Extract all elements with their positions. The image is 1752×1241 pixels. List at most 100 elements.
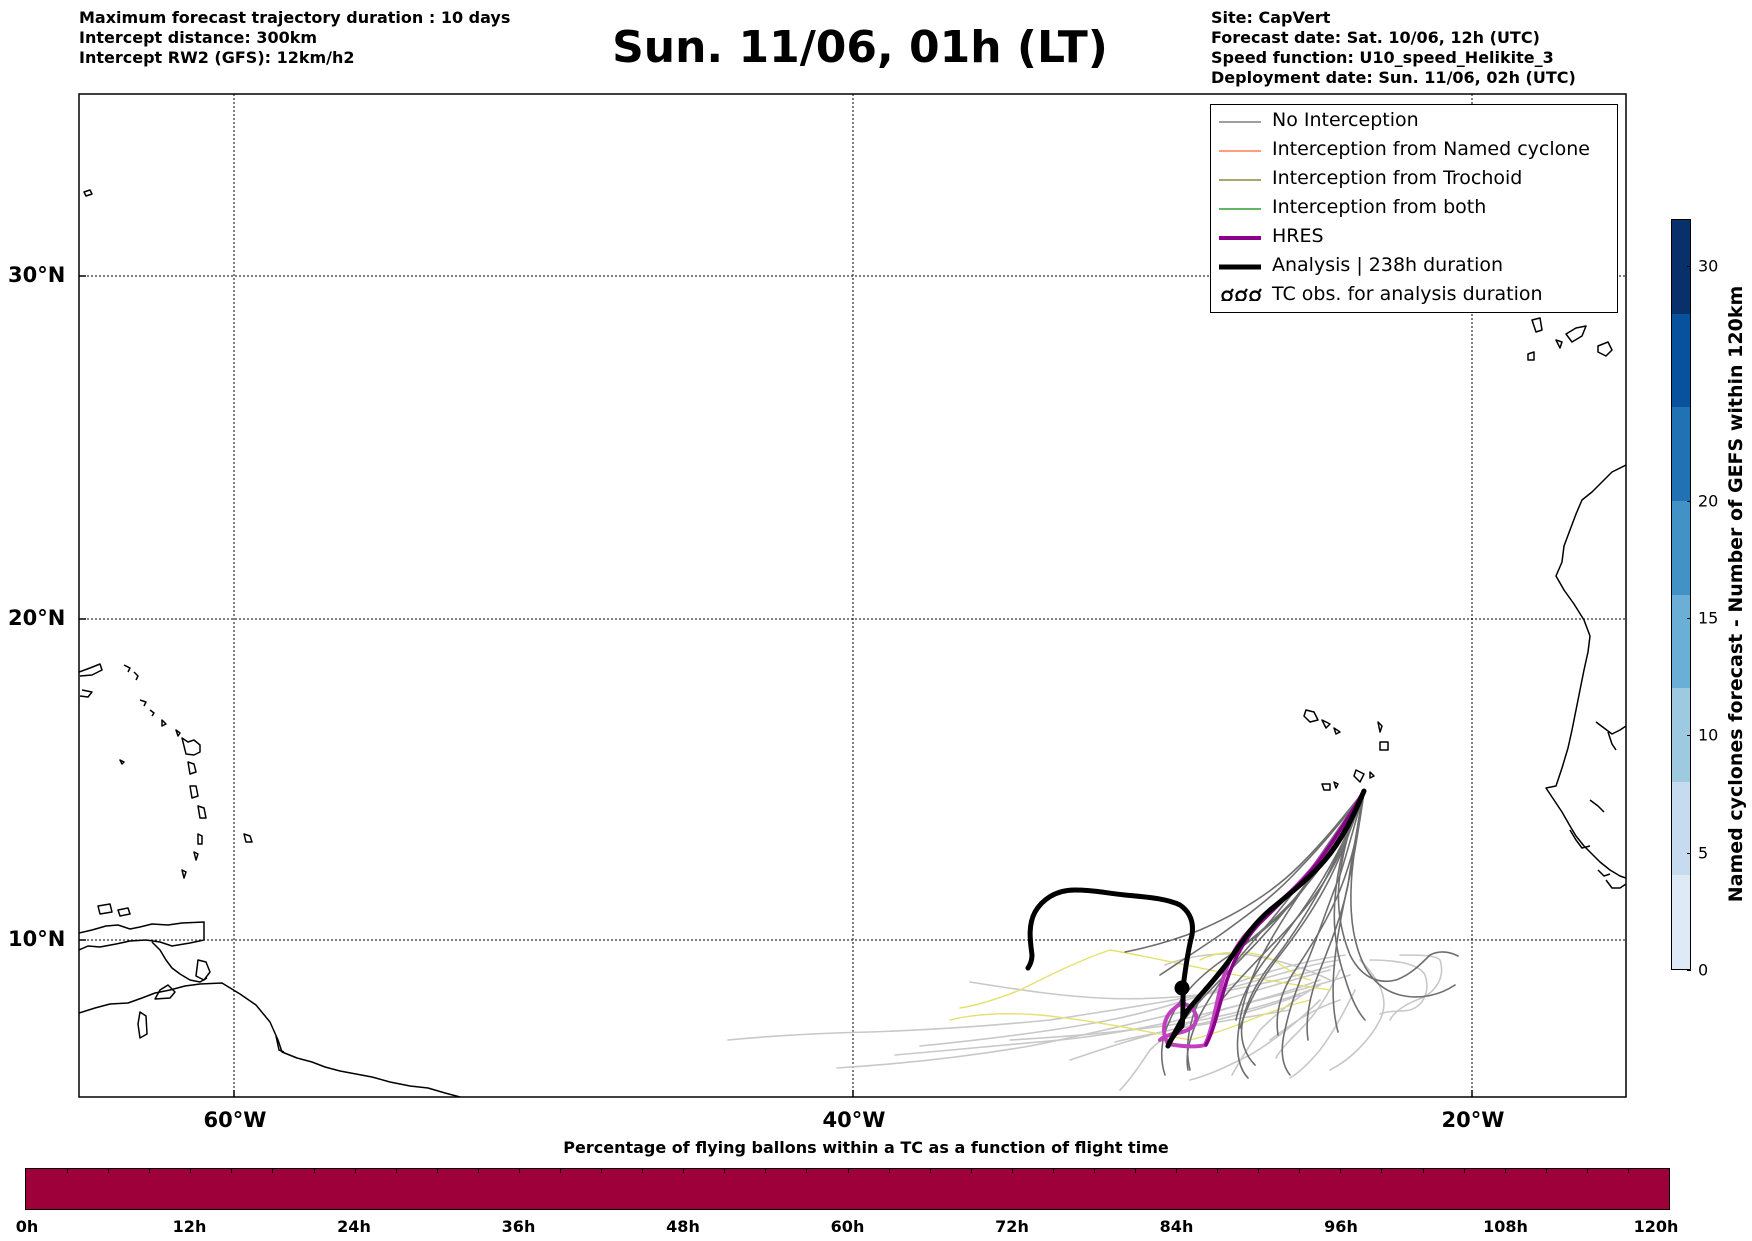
flight-time-tick-mark — [1052, 1169, 1054, 1173]
legend-item-trochoid: Interception from Trochoid — [1211, 165, 1617, 194]
coastline-south-america — [79, 982, 461, 1097]
flight-time-tick-label: 120h — [1633, 1217, 1679, 1236]
colorbar-tick-label: 5 — [1698, 843, 1709, 863]
flight-time-tick-mark — [477, 1169, 479, 1173]
colorbar-tick-label: 30 — [1698, 256, 1719, 276]
legend-item-tc-obs: TC obs. for analysis duration — [1211, 281, 1617, 310]
colorbar-segment — [1672, 407, 1690, 501]
colorbar-tick-label: 15 — [1698, 608, 1719, 628]
legend-item-hres: HRES — [1211, 223, 1617, 252]
legend-swatch-hres — [1219, 236, 1261, 240]
flight-time-tick-mark — [970, 1169, 972, 1173]
legend-item-analysis: Analysis | 238h duration — [1211, 252, 1617, 281]
coastline-lesser-antilles — [79, 189, 253, 879]
flight-time-tick-mark — [354, 1169, 356, 1173]
flight-time-tick-mark — [1176, 1169, 1178, 1173]
info-deployment-date: Deployment date: Sun. 11/06, 02h (UTC) — [1211, 68, 1576, 87]
flight-time-tick-mark — [888, 1169, 890, 1173]
flight-time-tick-label: 36h — [501, 1217, 536, 1236]
flight-time-tick-label: 96h — [1324, 1217, 1358, 1236]
flight-time-tick-mark — [847, 1169, 849, 1173]
coastline-africa — [1545, 464, 1626, 889]
page-title: Sun. 11/06, 01h (LT) — [612, 22, 1108, 73]
map-ticks — [79, 275, 1473, 1097]
flight-time-tick-mark — [1093, 1169, 1095, 1173]
flight-time-tick-mark — [67, 1169, 69, 1173]
cyclone-colorbar — [1671, 219, 1691, 970]
flight-time-tick-label: 84h — [1159, 1217, 1194, 1236]
flight-time-tick-label: 60h — [830, 1217, 865, 1236]
cyclone-colorbar-label: Named cyclones forecast - Number of GEFS… — [1725, 285, 1747, 903]
flight-time-tick-mark — [1586, 1169, 1588, 1173]
site-info: Site: CapVert Forecast date: Sat. 10/06,… — [1211, 8, 1576, 88]
tc-symbol-icon — [1221, 288, 1262, 301]
flight-time-tick-mark — [149, 1169, 151, 1173]
flight-time-tick-mark — [1381, 1169, 1383, 1173]
legend-label-hres: HRES — [1272, 225, 1324, 247]
colorbar-segment — [1672, 688, 1690, 782]
flight-time-tick-label: 24h — [337, 1217, 371, 1236]
trajectory-analysis — [1025, 788, 1367, 1049]
flight-time-tick-mark — [1422, 1169, 1424, 1173]
flight-time-tick-mark — [1504, 1169, 1506, 1173]
legend-label-both: Interception from both — [1272, 196, 1487, 218]
lon-label-20w: 20°W — [1441, 1108, 1505, 1132]
lon-label-40w: 40°W — [822, 1108, 886, 1132]
info-intercept-rw2: Intercept RW2 (GFS): 12km/h2 — [79, 48, 355, 67]
lat-label-20n: 20°N — [8, 606, 66, 630]
colorbar-tick-mark — [1687, 617, 1691, 619]
flight-time-tick-mark — [929, 1169, 931, 1173]
flight-time-tick-mark — [806, 1169, 808, 1173]
legend-label-named-cyclone: Interception from Named cyclone — [1272, 138, 1590, 160]
flight-time-tick-mark — [108, 1169, 110, 1173]
legend-swatch-trochoid — [1219, 179, 1261, 181]
flight-time-tick-mark — [1340, 1169, 1342, 1173]
flight-time-tick-mark — [1627, 1169, 1629, 1173]
coastline-venezuela-trinidad — [79, 903, 211, 983]
legend-swatch-both — [1219, 208, 1261, 210]
colorbar-segment — [1672, 500, 1690, 595]
colorbar-tick-label: 20 — [1698, 491, 1719, 511]
info-speed-function: Speed function: U10_speed_Helikite_3 — [1211, 48, 1554, 67]
flight-time-tick-mark — [1545, 1169, 1547, 1173]
flight-time-tick-mark — [1463, 1169, 1465, 1173]
flight-time-tick-mark — [765, 1169, 767, 1173]
legend-item-named-cyclone: Interception from Named cyclone — [1211, 136, 1617, 165]
flight-time-tick-label: 72h — [995, 1217, 1029, 1236]
info-site: Site: CapVert — [1211, 8, 1331, 27]
flight-time-tick-mark — [231, 1169, 233, 1173]
trajectory-hres-purple — [1204, 789, 1366, 1047]
legend-item-no-interception: No Interception — [1211, 107, 1617, 136]
flight-time-tick-mark — [1217, 1169, 1219, 1173]
flight-time-tick-mark — [313, 1169, 315, 1173]
info-intercept-distance: Intercept distance: 300km — [79, 28, 318, 47]
legend-item-both: Interception from both — [1211, 194, 1617, 223]
forecast-parameters: Maximum forecast trajectory duration : 1… — [79, 8, 510, 68]
colorbar-segment — [1672, 875, 1690, 969]
colorbar-tick-mark — [1687, 735, 1691, 737]
flight-time-tick-mark — [395, 1169, 397, 1173]
flight-time-tick-label: 12h — [172, 1217, 207, 1236]
colorbar-segment — [1672, 594, 1690, 689]
colorbar-segment — [1672, 781, 1690, 876]
flight-time-tick-mark — [436, 1169, 438, 1173]
legend-swatch-named-cyclone — [1219, 150, 1261, 152]
legend-swatch-analysis — [1219, 264, 1261, 270]
flight-time-tick-mark — [518, 1169, 520, 1173]
coastline-canary-islands — [1527, 317, 1613, 361]
flight-time-tick-mark — [1011, 1169, 1013, 1173]
legend-label-analysis: Analysis | 238h duration — [1272, 254, 1504, 276]
legend-label-trochoid: Interception from Trochoid — [1272, 167, 1523, 189]
colorbar-tick-mark — [1687, 852, 1691, 854]
flight-time-tick-label: 0h — [15, 1217, 39, 1236]
flight-time-tick-mark — [190, 1169, 192, 1173]
lat-label-30n: 30°N — [8, 263, 66, 287]
flight-time-tick-mark — [1135, 1169, 1137, 1173]
analysis-marker — [1174, 980, 1190, 996]
flight-time-tick-label: 108h — [1483, 1217, 1528, 1236]
legend-label-no-interception: No Interception — [1272, 109, 1419, 131]
map-legend: No Interception Interception from Named … — [1210, 104, 1618, 313]
lon-label-60w: 60°W — [203, 1108, 267, 1132]
colorbar-tick-mark — [1687, 265, 1691, 267]
info-max-duration: Maximum forecast trajectory duration : 1… — [79, 8, 511, 27]
